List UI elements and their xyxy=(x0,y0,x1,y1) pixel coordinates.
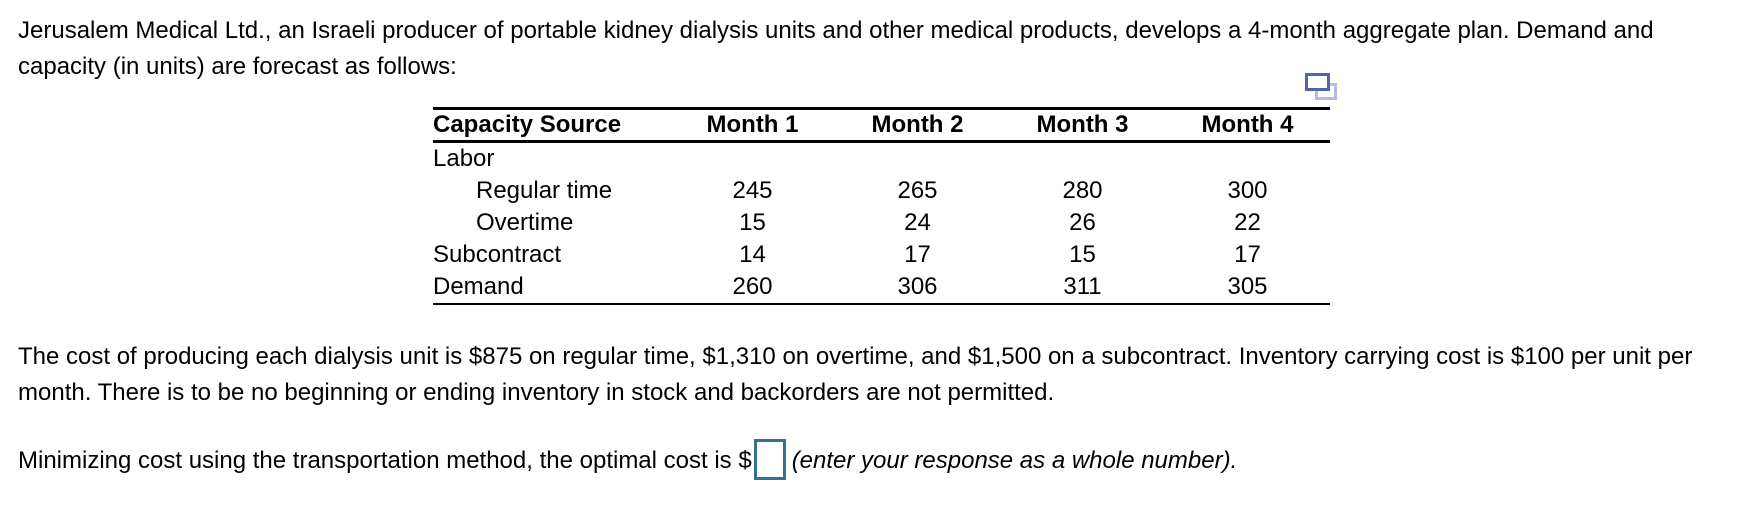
question-line: Minimizing cost using the transportation… xyxy=(18,439,1747,484)
cell-value: 280 xyxy=(1062,177,1103,204)
table-row: Overtime 15 24 26 22 xyxy=(433,207,1330,239)
cell-value: 305 xyxy=(1227,273,1268,300)
table-row: Demand 260 306 311 305 xyxy=(433,271,1330,304)
cell-value: 306 xyxy=(897,273,938,300)
cell-value xyxy=(835,142,1000,176)
optimal-cost-input[interactable] xyxy=(753,439,786,480)
intro-paragraph: Jerusalem Medical Ltd., an Israeli produ… xyxy=(18,17,1654,80)
cell-value: 17 xyxy=(1234,241,1261,268)
cell-value: 26 xyxy=(1069,209,1096,236)
cell-value: 300 xyxy=(1227,177,1268,204)
question-prefix: Minimizing cost using the transportation… xyxy=(18,446,752,474)
cell-value: 311 xyxy=(1063,273,1102,300)
demand-capacity-table: Capacity Source Month 1 Month 2 Month 3 Mont… xyxy=(433,107,1330,305)
cost-paragraph: The cost of producing each dialysis unit… xyxy=(18,343,1693,406)
column-header-month: Month 4 xyxy=(1165,108,1330,143)
cell-value: 17 xyxy=(904,241,931,268)
cell-value: 245 xyxy=(732,177,773,204)
column-header-month: Month 3 xyxy=(1000,108,1165,143)
cell-value: 265 xyxy=(897,177,938,204)
column-header-capacity-source: Capacity Source xyxy=(433,108,670,143)
cell-value xyxy=(1000,142,1165,176)
column-header-month: Month 2 xyxy=(835,108,1000,143)
table-row: Labor xyxy=(433,142,1330,176)
cell-value xyxy=(670,142,835,176)
table-row: Subcontract 14 17 15 17 xyxy=(433,239,1330,271)
column-header-month: Month 1 xyxy=(670,108,835,143)
table-row: Regular time 245 265 280 300 xyxy=(433,175,1330,207)
table-body: Labor Regular time 245 265 280 300 Overtime 15 2… xyxy=(433,142,1330,305)
cell-value: 15 xyxy=(739,209,766,236)
cell-value: 24 xyxy=(904,209,931,236)
cell-value xyxy=(1165,142,1330,176)
row-label: Demand xyxy=(433,273,524,300)
table-header-row: Capacity Source Month 1 Month 2 Month 3 Mont… xyxy=(433,108,1330,143)
cell-value: 260 xyxy=(732,273,773,300)
cell-value: 14 xyxy=(739,241,766,268)
copy-table-icon[interactable] xyxy=(1305,73,1337,100)
question-page: Jerusalem Medical Ltd., an Israeli produ… xyxy=(18,17,1747,484)
row-label: Subcontract xyxy=(433,241,562,268)
question-suffix: (enter your response as a whole number). xyxy=(791,446,1238,474)
row-label: Regular time xyxy=(476,177,613,204)
row-label: Overtime xyxy=(476,209,574,236)
cell-value: 15 xyxy=(1069,241,1096,268)
demand-capacity-table-wrap: Capacity Source Month 1 Month 2 Month 3 Mont… xyxy=(433,73,1337,305)
row-label: Labor xyxy=(433,145,495,172)
cell-value: 22 xyxy=(1234,209,1261,236)
